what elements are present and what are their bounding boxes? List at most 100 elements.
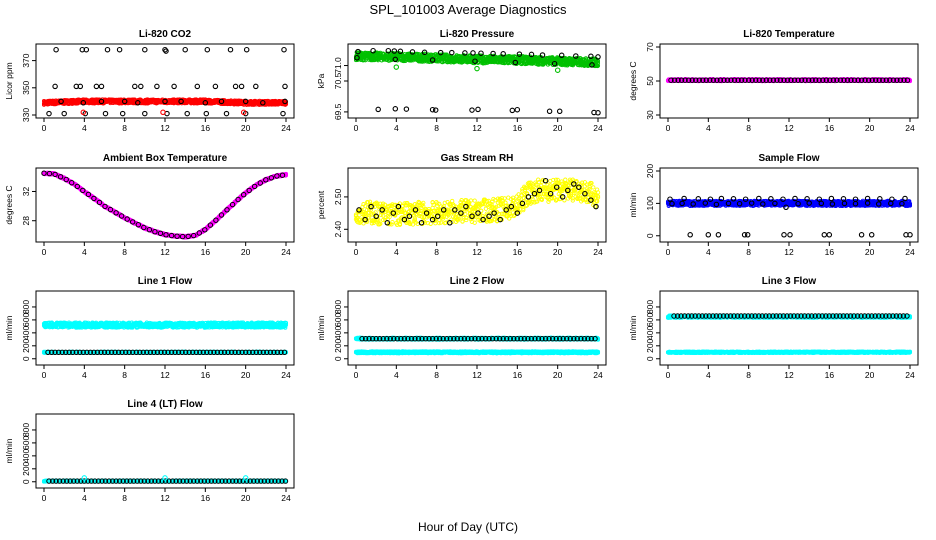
data-point (178, 98, 184, 105)
data-point (798, 77, 805, 83)
xtick-label-pressure-4: 4 (394, 123, 399, 133)
data-point (53, 46, 59, 53)
noisy-point (463, 211, 468, 217)
xtick-label-ambient-8: 8 (122, 247, 127, 257)
data-point (121, 98, 128, 105)
data-point (514, 106, 521, 113)
data-point (154, 83, 160, 90)
xtick-label-pressure-20: 20 (553, 123, 563, 133)
ytick-label-temperature-50: 50 (645, 76, 655, 86)
noisy-point (414, 213, 419, 218)
plot-area-pressure (353, 47, 601, 116)
data-point (392, 56, 399, 63)
data-point (887, 77, 893, 83)
series-pressure-1 (355, 47, 601, 60)
series-co2-2 (52, 83, 288, 90)
noisy-point (472, 220, 477, 225)
plot-area-co2 (41, 46, 289, 117)
data-point (281, 46, 287, 53)
data-point (551, 60, 558, 67)
xtick-label-ambient-20: 20 (241, 247, 251, 257)
data-point (837, 77, 844, 83)
noisy-point (365, 205, 371, 210)
data-point (539, 52, 546, 58)
data-point (83, 46, 90, 53)
data-point (104, 46, 111, 53)
xtick-label-ambient-0: 0 (42, 247, 47, 257)
data-point (595, 110, 601, 116)
noisy-point (496, 211, 502, 217)
data-point (171, 83, 177, 90)
noisy-point (438, 220, 444, 225)
data-point (223, 110, 230, 117)
data-point (162, 98, 168, 105)
data-point (124, 216, 130, 222)
data-point (354, 55, 360, 61)
data-point (876, 77, 882, 83)
data-point (63, 176, 69, 183)
plot-area-ambient (41, 170, 289, 240)
noisy-point (421, 200, 426, 206)
noisy-point (472, 198, 477, 203)
ylabel-rh: percent (316, 190, 326, 219)
data-point (834, 77, 840, 83)
data-point (113, 210, 119, 216)
data-point (227, 46, 234, 53)
ytick-label-temperature-30: 30 (645, 110, 655, 120)
noisy-point (420, 214, 425, 220)
data-point (80, 109, 87, 116)
series-co2-4 (58, 98, 288, 106)
data-point (469, 107, 475, 113)
data-point (728, 77, 734, 83)
ylabel-pressure: kPa (316, 73, 326, 88)
data-point (509, 107, 516, 114)
data-point (98, 98, 105, 105)
noisy-point (373, 201, 378, 206)
data-point (85, 191, 92, 198)
data-point (432, 107, 439, 113)
data-point (556, 108, 563, 115)
xtick-label-pressure-12: 12 (472, 123, 482, 133)
data-point (675, 77, 681, 83)
data-point (392, 106, 399, 112)
series-ambient-0 (41, 170, 289, 240)
ytick-label-pressure-69.5: 69.5 (333, 103, 343, 120)
data-point (52, 171, 58, 178)
series-pressure-4 (393, 64, 561, 73)
data-point (130, 219, 136, 225)
data-point (894, 77, 900, 83)
data-point (595, 54, 601, 60)
xtick-label-pressure-24: 24 (593, 123, 603, 133)
data-point (375, 106, 381, 113)
data-point (196, 230, 203, 236)
data-point (202, 100, 209, 106)
data-point (686, 77, 692, 83)
data-point (901, 77, 907, 83)
data-point (883, 77, 889, 83)
data-point (731, 77, 738, 83)
data-point (763, 77, 769, 83)
band-point (595, 61, 601, 66)
data-point (146, 227, 153, 233)
panel-title-temperature: Li-820 Temperature (743, 29, 835, 40)
data-point (207, 222, 214, 228)
data-point (830, 77, 837, 83)
noisy-point (499, 211, 504, 216)
xtick-label-co2-0: 0 (42, 123, 47, 133)
data-point (157, 230, 164, 237)
plot-area-rh (353, 177, 601, 228)
data-point (820, 77, 826, 83)
data-point (841, 77, 847, 83)
data-point (756, 77, 762, 83)
noisy-point (484, 198, 489, 204)
data-point (58, 98, 64, 105)
xtick-label-temperature-20: 20 (865, 123, 875, 133)
data-point (135, 222, 142, 228)
data-point (844, 77, 851, 83)
data-point (274, 173, 280, 179)
noisy-point (450, 198, 455, 204)
series-ambient-1 (41, 170, 286, 240)
data-point (528, 51, 535, 58)
band-point (595, 63, 601, 68)
